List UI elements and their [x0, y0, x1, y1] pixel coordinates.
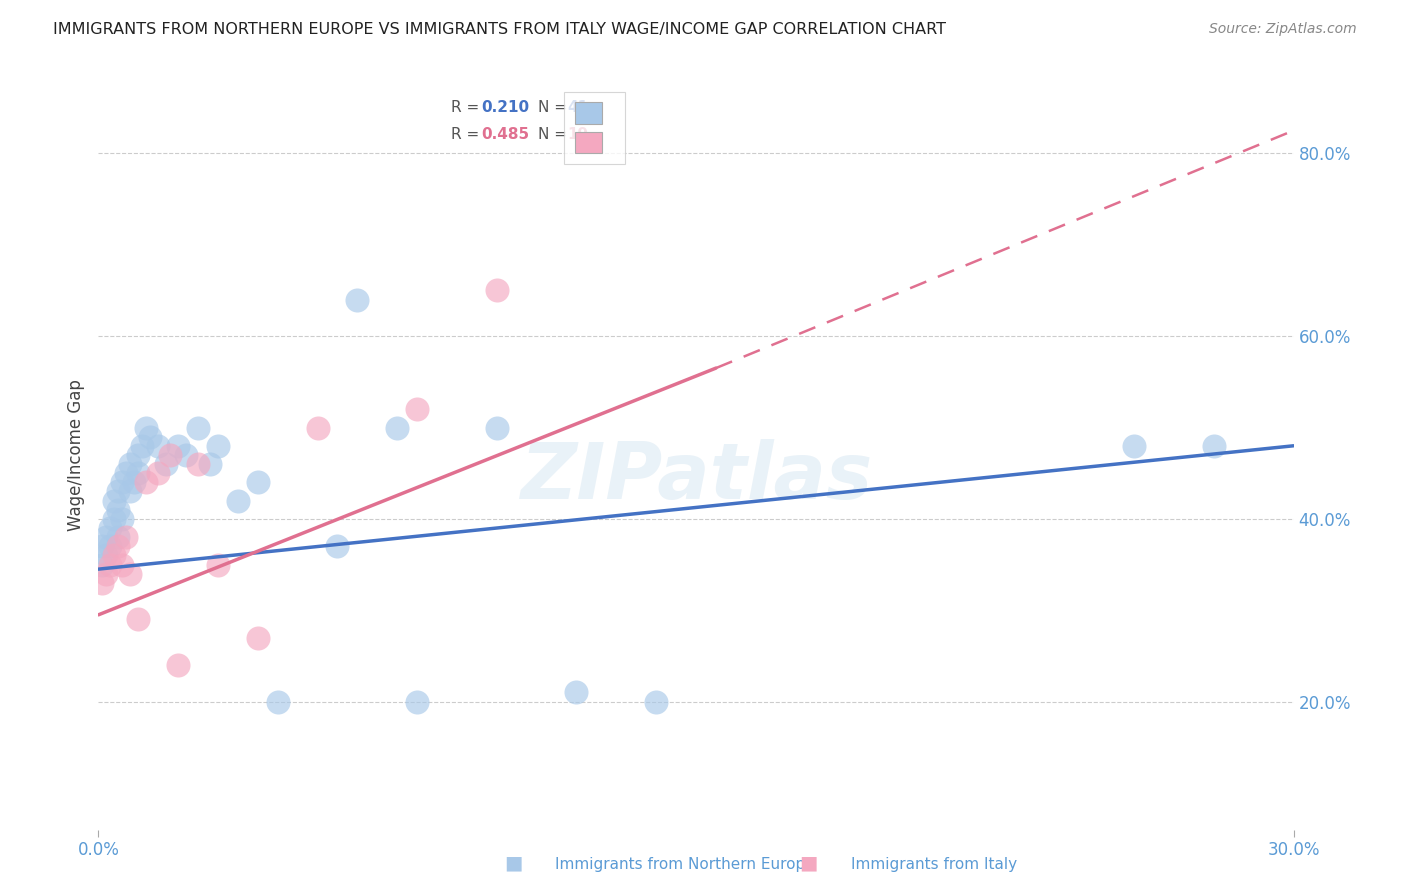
Text: R =: R = — [451, 127, 484, 142]
Point — [91, 539, 114, 553]
Text: R =: R = — [451, 101, 484, 115]
Text: ZIPatlas: ZIPatlas — [520, 440, 872, 516]
Point — [96, 566, 118, 581]
Point — [187, 420, 209, 434]
Point — [103, 493, 125, 508]
Text: ■: ■ — [503, 854, 523, 872]
Point — [135, 420, 157, 434]
Point — [98, 558, 122, 572]
Text: 0.485: 0.485 — [481, 127, 529, 142]
Point — [267, 695, 290, 709]
Point — [159, 448, 181, 462]
Text: Immigrants from Italy: Immigrants from Italy — [851, 857, 1017, 872]
Point — [131, 439, 153, 453]
Y-axis label: Wage/Income Gap: Wage/Income Gap — [66, 379, 84, 531]
Point — [1123, 439, 1146, 453]
Point — [103, 512, 125, 526]
Point — [107, 530, 129, 544]
Text: N =: N = — [538, 127, 572, 142]
Text: Source: ZipAtlas.com: Source: ZipAtlas.com — [1209, 22, 1357, 37]
Point — [406, 402, 429, 417]
Point — [111, 512, 134, 526]
Text: IMMIGRANTS FROM NORTHERN EUROPE VS IMMIGRANTS FROM ITALY WAGE/INCOME GAP CORRELA: IMMIGRANTS FROM NORTHERN EUROPE VS IMMIG… — [53, 22, 946, 37]
Point — [406, 695, 429, 709]
Point — [120, 566, 142, 581]
Point — [187, 457, 209, 471]
Point — [645, 695, 668, 709]
Point — [167, 658, 190, 673]
Point — [120, 484, 142, 499]
Point — [307, 420, 329, 434]
Point — [135, 475, 157, 490]
Point — [167, 439, 190, 453]
Point — [246, 631, 269, 645]
Point — [226, 493, 249, 508]
Point — [91, 575, 114, 590]
Point — [124, 475, 146, 490]
Point — [1202, 439, 1225, 453]
Text: ■: ■ — [799, 854, 818, 872]
Point — [127, 466, 149, 480]
Point — [115, 530, 138, 544]
Point — [565, 685, 588, 699]
Text: 19: 19 — [567, 127, 588, 142]
Point — [96, 549, 118, 563]
Point — [246, 475, 269, 490]
Point — [107, 502, 129, 516]
Point — [103, 549, 125, 563]
Point — [111, 475, 134, 490]
Point — [207, 558, 229, 572]
Point — [174, 448, 197, 462]
Point — [155, 457, 177, 471]
Point — [385, 420, 409, 434]
Point — [127, 448, 149, 462]
Point — [98, 539, 122, 553]
Point — [485, 420, 508, 434]
Point — [485, 284, 508, 298]
Point — [326, 539, 349, 553]
Point — [127, 612, 149, 626]
Point — [207, 439, 229, 453]
Point — [198, 457, 221, 471]
Text: N =: N = — [538, 101, 572, 115]
Point — [120, 457, 142, 471]
Point — [107, 484, 129, 499]
Point — [148, 466, 170, 480]
Legend: , : , — [564, 92, 624, 164]
Text: 41: 41 — [567, 101, 588, 115]
Point — [91, 558, 114, 572]
Point — [111, 558, 134, 572]
Text: 0.210: 0.210 — [481, 101, 529, 115]
Point — [346, 293, 368, 307]
Point — [148, 439, 170, 453]
Text: Immigrants from Northern Europe: Immigrants from Northern Europe — [555, 857, 815, 872]
Point — [98, 521, 122, 535]
Point — [96, 530, 118, 544]
Point — [107, 539, 129, 553]
Point — [139, 430, 162, 444]
Point — [115, 466, 138, 480]
